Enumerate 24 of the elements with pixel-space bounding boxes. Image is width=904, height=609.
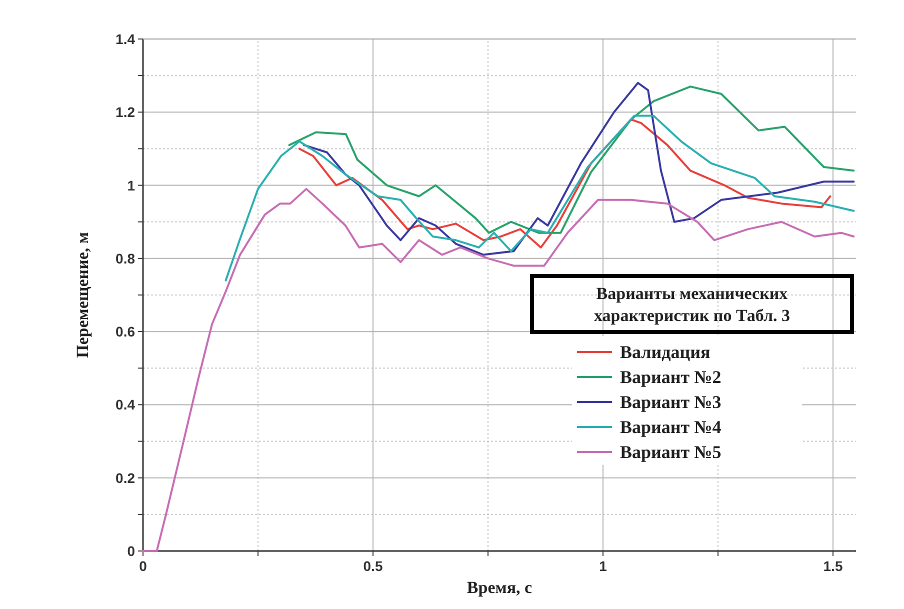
y-tick-label: 0.8 [116,250,136,266]
y-tick-label: 1.2 [116,104,136,120]
y-tick-label: 1.4 [116,31,136,47]
y-axis-title: Перемещение, м [73,232,92,358]
legend-label: Вариант №5 [620,442,722,462]
y-tick-label: 0.6 [116,324,136,340]
y-tick-label: 0.2 [116,470,136,486]
x-tick-label: 1.5 [823,558,843,574]
legend-label: Вариант №4 [620,417,722,437]
line-series [288,86,855,234]
legend-label: Вариант №2 [620,367,722,387]
x-tick-label: 1 [599,558,608,574]
y-tick-label: 0.4 [116,396,136,413]
line-series [298,118,832,248]
x-tick-label: 0 [139,558,148,574]
line-series [303,82,855,256]
y-tick-label: 1 [127,177,136,194]
line-series [224,114,855,282]
legend-label: Вариант №3 [620,392,722,412]
x-axis-title: Время, с [466,578,533,597]
legend-title: Варианты механических характеристик по Табл. 3 [594,284,790,325]
y-tick-label: 0 [127,543,136,559]
legend-label: Валидация [620,342,710,362]
x-tick-label: 0.5 [363,558,383,574]
